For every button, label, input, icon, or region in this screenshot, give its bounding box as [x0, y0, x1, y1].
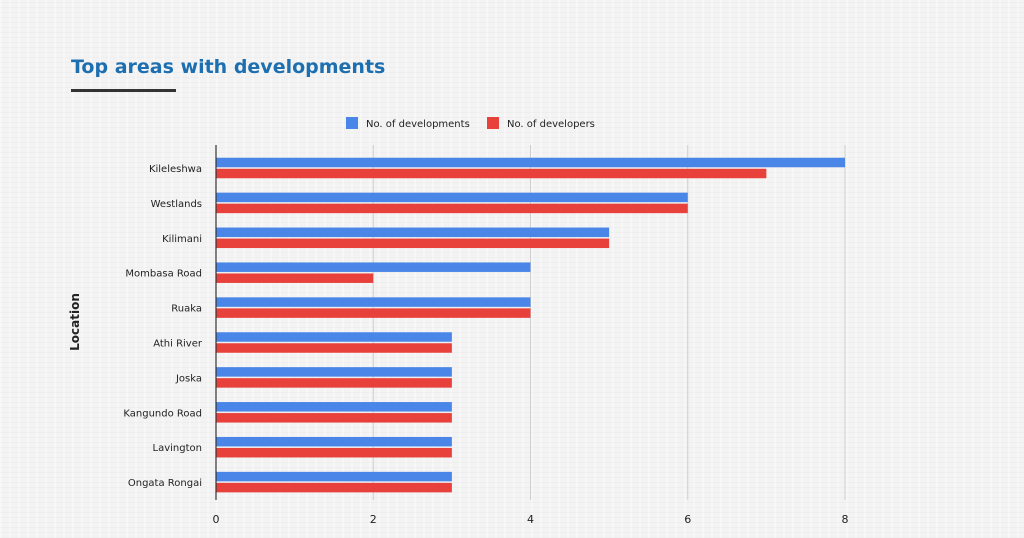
x-tick-label: 4: [527, 513, 534, 526]
bar-developers: [216, 273, 374, 283]
legend-swatch: [487, 117, 499, 129]
axes: 0 2 4 6 8 Kileleshwa Westlands Kilimani Mombasa …: [123, 145, 849, 526]
bar-developments: [216, 227, 610, 238]
chart-title: Top areas with developments: [71, 56, 386, 78]
bar-developers: [216, 378, 452, 388]
bar-developers: [216, 168, 767, 179]
bar-developments: [216, 436, 452, 447]
bar-developments: [216, 262, 531, 272]
legend-label: No. of developments: [366, 119, 470, 130]
category-label: Mombasa Road: [125, 269, 202, 280]
category-label: Kileleshwa: [149, 164, 202, 175]
category-label: Joska: [175, 373, 202, 384]
bar-developers: [216, 447, 452, 458]
bar-developers: [216, 238, 610, 249]
x-tick-label: 2: [370, 513, 377, 526]
bar-developments: [216, 192, 688, 203]
bar-developers: [216, 343, 452, 353]
bar-developments: [216, 471, 452, 482]
bar-developers: [216, 203, 688, 214]
x-tick-label: 8: [842, 513, 849, 526]
legend-label: No. of developers: [507, 119, 595, 130]
category-label: Athi River: [153, 339, 203, 350]
category-label: Ruaka: [171, 304, 202, 315]
bars: [216, 157, 845, 493]
category-label: Westlands: [151, 199, 202, 210]
bar-developments: [216, 297, 531, 307]
bar-developments: [216, 367, 452, 377]
x-tick-label: 6: [684, 513, 691, 526]
category-label: Kangundo Road: [123, 408, 202, 419]
legend: No. of developments No. of developers: [346, 117, 595, 130]
bar-developers: [216, 482, 452, 493]
bar-developments: [216, 157, 845, 168]
category-label: Lavington: [153, 443, 202, 454]
bar-developments: [216, 402, 452, 412]
title-underline: [71, 89, 176, 92]
x-tick-label: 0: [213, 513, 220, 526]
bar-developers: [216, 308, 531, 318]
bar-developers: [216, 413, 452, 423]
y-axis-label: Location: [68, 293, 82, 351]
category-label: Ongata Rongai: [128, 478, 202, 489]
legend-swatch: [346, 117, 358, 129]
bar-developments: [216, 332, 452, 342]
category-label: Kilimani: [162, 234, 202, 245]
